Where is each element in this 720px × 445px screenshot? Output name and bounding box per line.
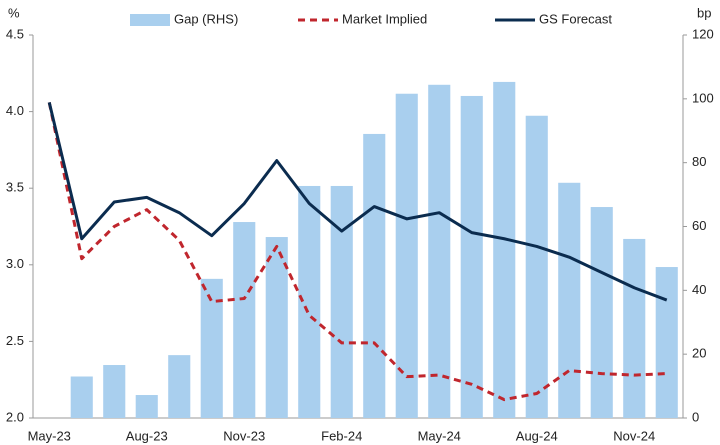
bar xyxy=(558,182,581,418)
bar xyxy=(395,93,418,418)
bar xyxy=(265,237,288,418)
x-tick-label: Nov-23 xyxy=(223,428,265,443)
y2-tick-label: 100 xyxy=(692,90,714,105)
bar xyxy=(655,267,678,418)
y2-tick-label: 60 xyxy=(692,218,706,233)
bar xyxy=(590,207,613,418)
y2-tick-label: 0 xyxy=(692,409,699,424)
y-tick-label: 4.0 xyxy=(6,103,24,118)
legend-swatch xyxy=(130,14,170,26)
line xyxy=(47,102,667,402)
line xyxy=(47,102,668,302)
bar xyxy=(525,115,548,418)
bar xyxy=(363,133,386,419)
bar xyxy=(233,222,256,418)
bar xyxy=(428,84,451,418)
y2-axis-label: bp xyxy=(697,5,711,20)
y2-tick-label: 80 xyxy=(692,154,706,169)
x-tick-label: Aug-23 xyxy=(126,428,168,443)
x-tick-label: Aug-24 xyxy=(516,428,558,443)
bar xyxy=(460,95,483,419)
x-tick-label: May-23 xyxy=(28,428,71,443)
legend-label: Market Implied xyxy=(342,11,427,26)
y-axis-label: % xyxy=(8,5,20,20)
y-tick-label: 2.5 xyxy=(6,333,24,348)
y2-tick-label: 20 xyxy=(692,346,706,361)
y2-tick-label: 40 xyxy=(692,282,706,297)
y-tick-label: 4.5 xyxy=(6,26,24,41)
bar xyxy=(135,395,158,418)
x-tick-label: Nov-24 xyxy=(613,428,655,443)
bar xyxy=(103,365,126,418)
legend-label: Gap (RHS) xyxy=(174,11,238,26)
bar xyxy=(200,278,223,418)
legend-label: GS Forecast xyxy=(539,11,612,26)
bar xyxy=(330,185,353,418)
bar xyxy=(493,81,516,418)
x-tick-label: Feb-24 xyxy=(321,428,362,443)
y-tick-label: 3.5 xyxy=(6,180,24,195)
x-tick-label: May-24 xyxy=(418,428,461,443)
bar xyxy=(623,238,646,418)
y-tick-label: 2.0 xyxy=(6,409,24,424)
bar xyxy=(168,355,191,418)
y-tick-label: 3.0 xyxy=(6,256,24,271)
bar xyxy=(298,185,321,418)
bar xyxy=(70,376,93,418)
y2-tick-label: 120 xyxy=(692,26,714,41)
